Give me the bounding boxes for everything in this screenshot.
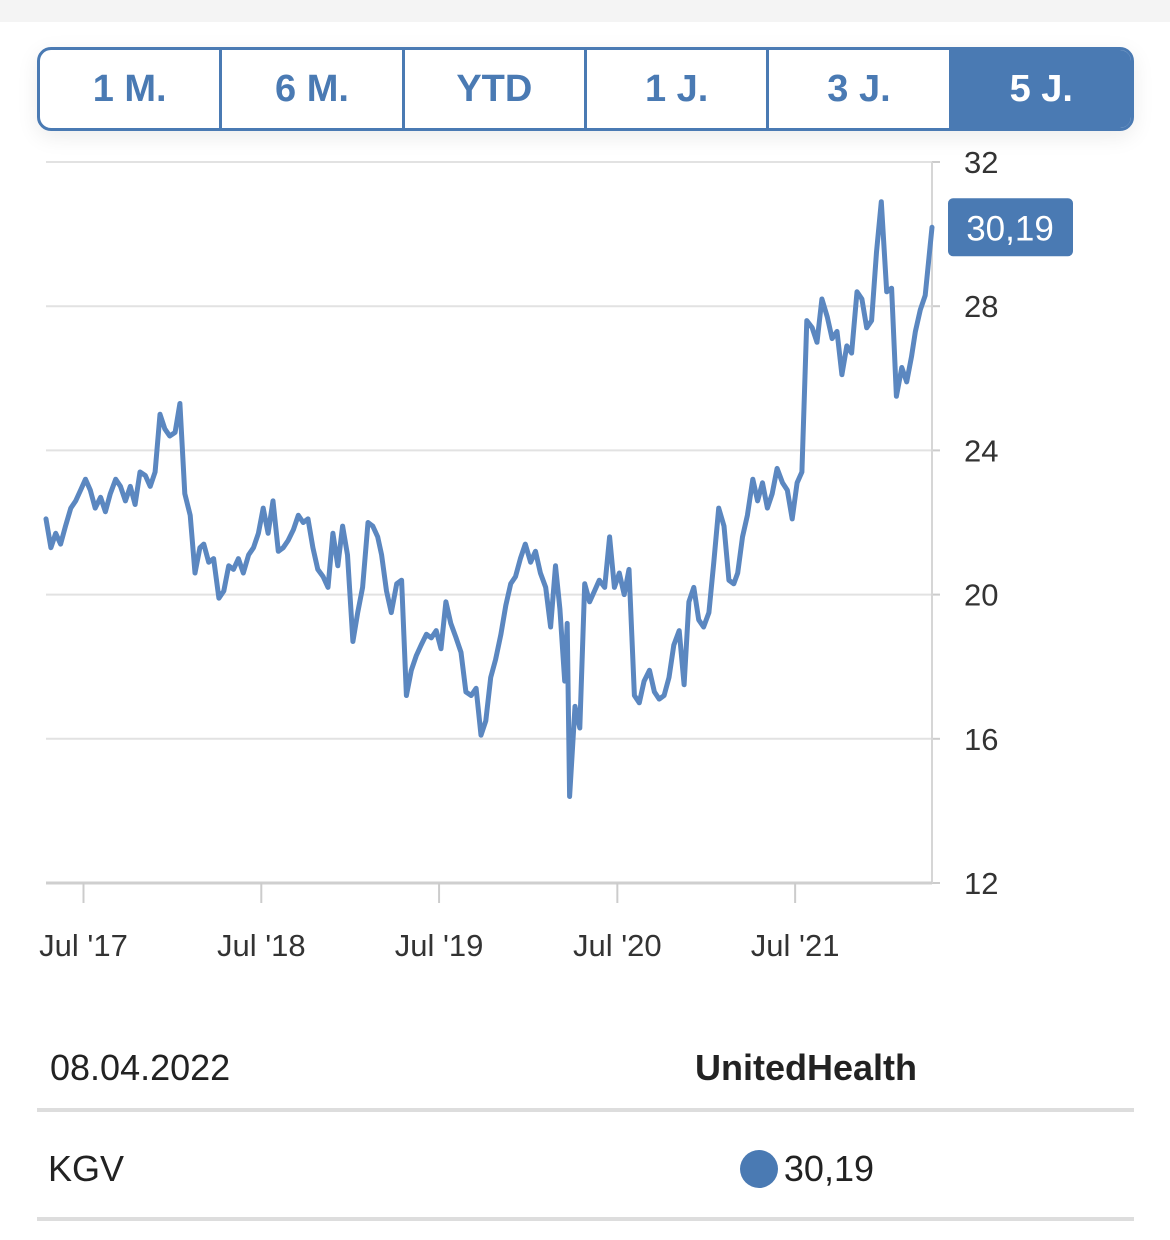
x-tick-label: Jul '18 [217,928,306,963]
range-tab-3[interactable]: 1 J. [587,50,770,128]
x-tick-label: Jul '21 [751,928,840,963]
y-tick-label: 12 [964,866,998,901]
y-tick-label: 24 [964,433,998,468]
last-value-badge [948,198,1073,257]
divider-bottom [37,1217,1134,1221]
time-range-tabs: 1 M. 6 M. YTD 1 J. 3 J. 5 J. [37,47,1134,131]
y-tick-label: 28 [964,289,998,324]
kgv-series-line [43,199,935,799]
metric-value-text: 30,19 [783,1148,874,1189]
kgv-line-chart: 12 16 20 24 28 32 Jul '17 Jul '18 Jul '19 Jul '20… [39,145,1073,963]
last-value-label: 30,19 [966,209,1054,248]
range-tab-1[interactable]: 6 M. [222,50,405,128]
x-tick-label: Jul '17 [39,928,128,963]
y-tick-label: 16 [964,722,998,757]
range-tab-5[interactable]: 5 J. [951,50,1131,128]
range-tab-2[interactable]: YTD [405,50,587,128]
y-tick-label: 32 [964,145,998,180]
x-tick-label: Jul '19 [395,928,484,963]
y-tick-label: 20 [964,578,998,613]
company-name: UnitedHealth [694,1047,917,1088]
metric-label: KGV [48,1148,125,1189]
x-tick-label: Jul '20 [573,928,662,963]
top-band [0,0,1170,22]
range-tab-0[interactable]: 1 M. [40,50,223,128]
info-date: 08.04.2022 [50,1047,231,1088]
range-tab-4[interactable]: 3 J. [769,50,952,128]
metric-value: 30,19 [739,1148,874,1190]
series-dot-icon [739,1150,778,1188]
divider-top [37,1108,1134,1112]
